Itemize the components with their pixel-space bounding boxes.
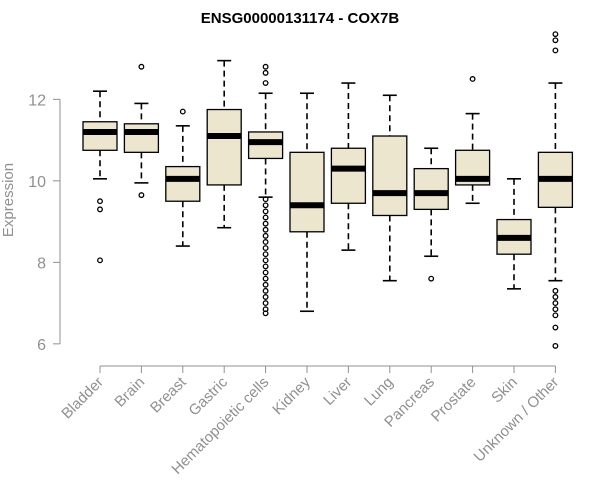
box-kidney (289, 92, 325, 313)
outlier-point (262, 257, 269, 264)
iqr-box (330, 147, 367, 204)
outlier-point (552, 31, 559, 38)
outlier-point (138, 192, 145, 199)
y-tick-label: 8 (37, 255, 46, 272)
outlier-point (552, 342, 559, 349)
iqr-box (206, 108, 242, 186)
chart-title: ENSG00000131174 - COX7B (201, 10, 400, 27)
outlier-point (97, 206, 103, 213)
outlier-point (97, 257, 103, 264)
outlier-point (428, 275, 435, 282)
box-bladder (82, 90, 118, 264)
outlier-point (262, 251, 269, 258)
outlier-point (262, 281, 269, 288)
x-tick-label: Kidney (269, 373, 314, 418)
outlier-point (262, 269, 269, 276)
outlier-point (262, 80, 269, 86)
box-unknown-other (537, 31, 574, 349)
iqr-box (165, 165, 201, 202)
y-tick-label: 10 (28, 174, 46, 191)
outlier-point (552, 300, 559, 307)
outlier-point (469, 76, 476, 82)
iqr-box (123, 123, 160, 153)
box-pancreas (413, 147, 449, 282)
box-liver (330, 82, 367, 251)
outlier-point (262, 69, 269, 76)
box-brain (123, 63, 160, 199)
y-tick-label: 12 (28, 92, 46, 109)
outlier-point (262, 239, 269, 245)
outlier-point (552, 312, 559, 319)
outlier-point (262, 214, 269, 221)
outlier-point (552, 294, 559, 300)
box-hematopoietic-cells (247, 63, 284, 317)
x-tick-label: Brain (111, 374, 148, 411)
iqr-box (82, 121, 118, 151)
outlier-point (262, 202, 269, 209)
plot-area: 6 8 10 12 Bladder BrainBreastGastricHematopoi… (28, 31, 574, 478)
outlier-point (262, 263, 269, 270)
iqr-box (289, 151, 325, 233)
x-tick-label: Skin (488, 374, 521, 407)
y-tick-label: 6 (37, 337, 46, 354)
x-tick-label: Bladder (58, 374, 107, 423)
box-gastric (206, 59, 242, 229)
outlier-point (262, 196, 269, 203)
box-skin (496, 178, 532, 290)
iqr-box (247, 131, 284, 160)
x-tick-label: Lung (361, 374, 397, 410)
y-axis: 6 8 10 12 (28, 92, 61, 354)
outlier-point (262, 226, 269, 233)
outlier-point (262, 300, 269, 307)
outlier-point (552, 287, 559, 294)
outlier-point (552, 324, 559, 331)
outlier-point (552, 37, 559, 44)
outlier-point (262, 287, 269, 294)
outlier-point (179, 108, 186, 115)
outlier-point (552, 47, 559, 54)
x-tick-label: Prostate (428, 374, 480, 426)
x-tick-label: Breast (147, 373, 190, 416)
outlier-point (262, 63, 269, 70)
outlier-point (262, 294, 269, 300)
box-lung (372, 94, 408, 282)
outlier-point (97, 198, 103, 205)
outlier-point (138, 63, 145, 70)
outlier-point (262, 220, 269, 227)
iqr-box (372, 135, 408, 217)
iqr-box (413, 167, 449, 211)
outlier-point (262, 208, 269, 215)
box-breast (165, 108, 201, 247)
outlier-point (262, 245, 269, 252)
outlier-point (262, 310, 269, 317)
y-axis-label: Expression (0, 163, 17, 237)
x-tick-label: Liver (320, 374, 355, 409)
outlier-point (262, 232, 269, 239)
outlier-point (262, 275, 269, 282)
outlier-point (552, 306, 559, 313)
box-prostate (454, 76, 491, 205)
